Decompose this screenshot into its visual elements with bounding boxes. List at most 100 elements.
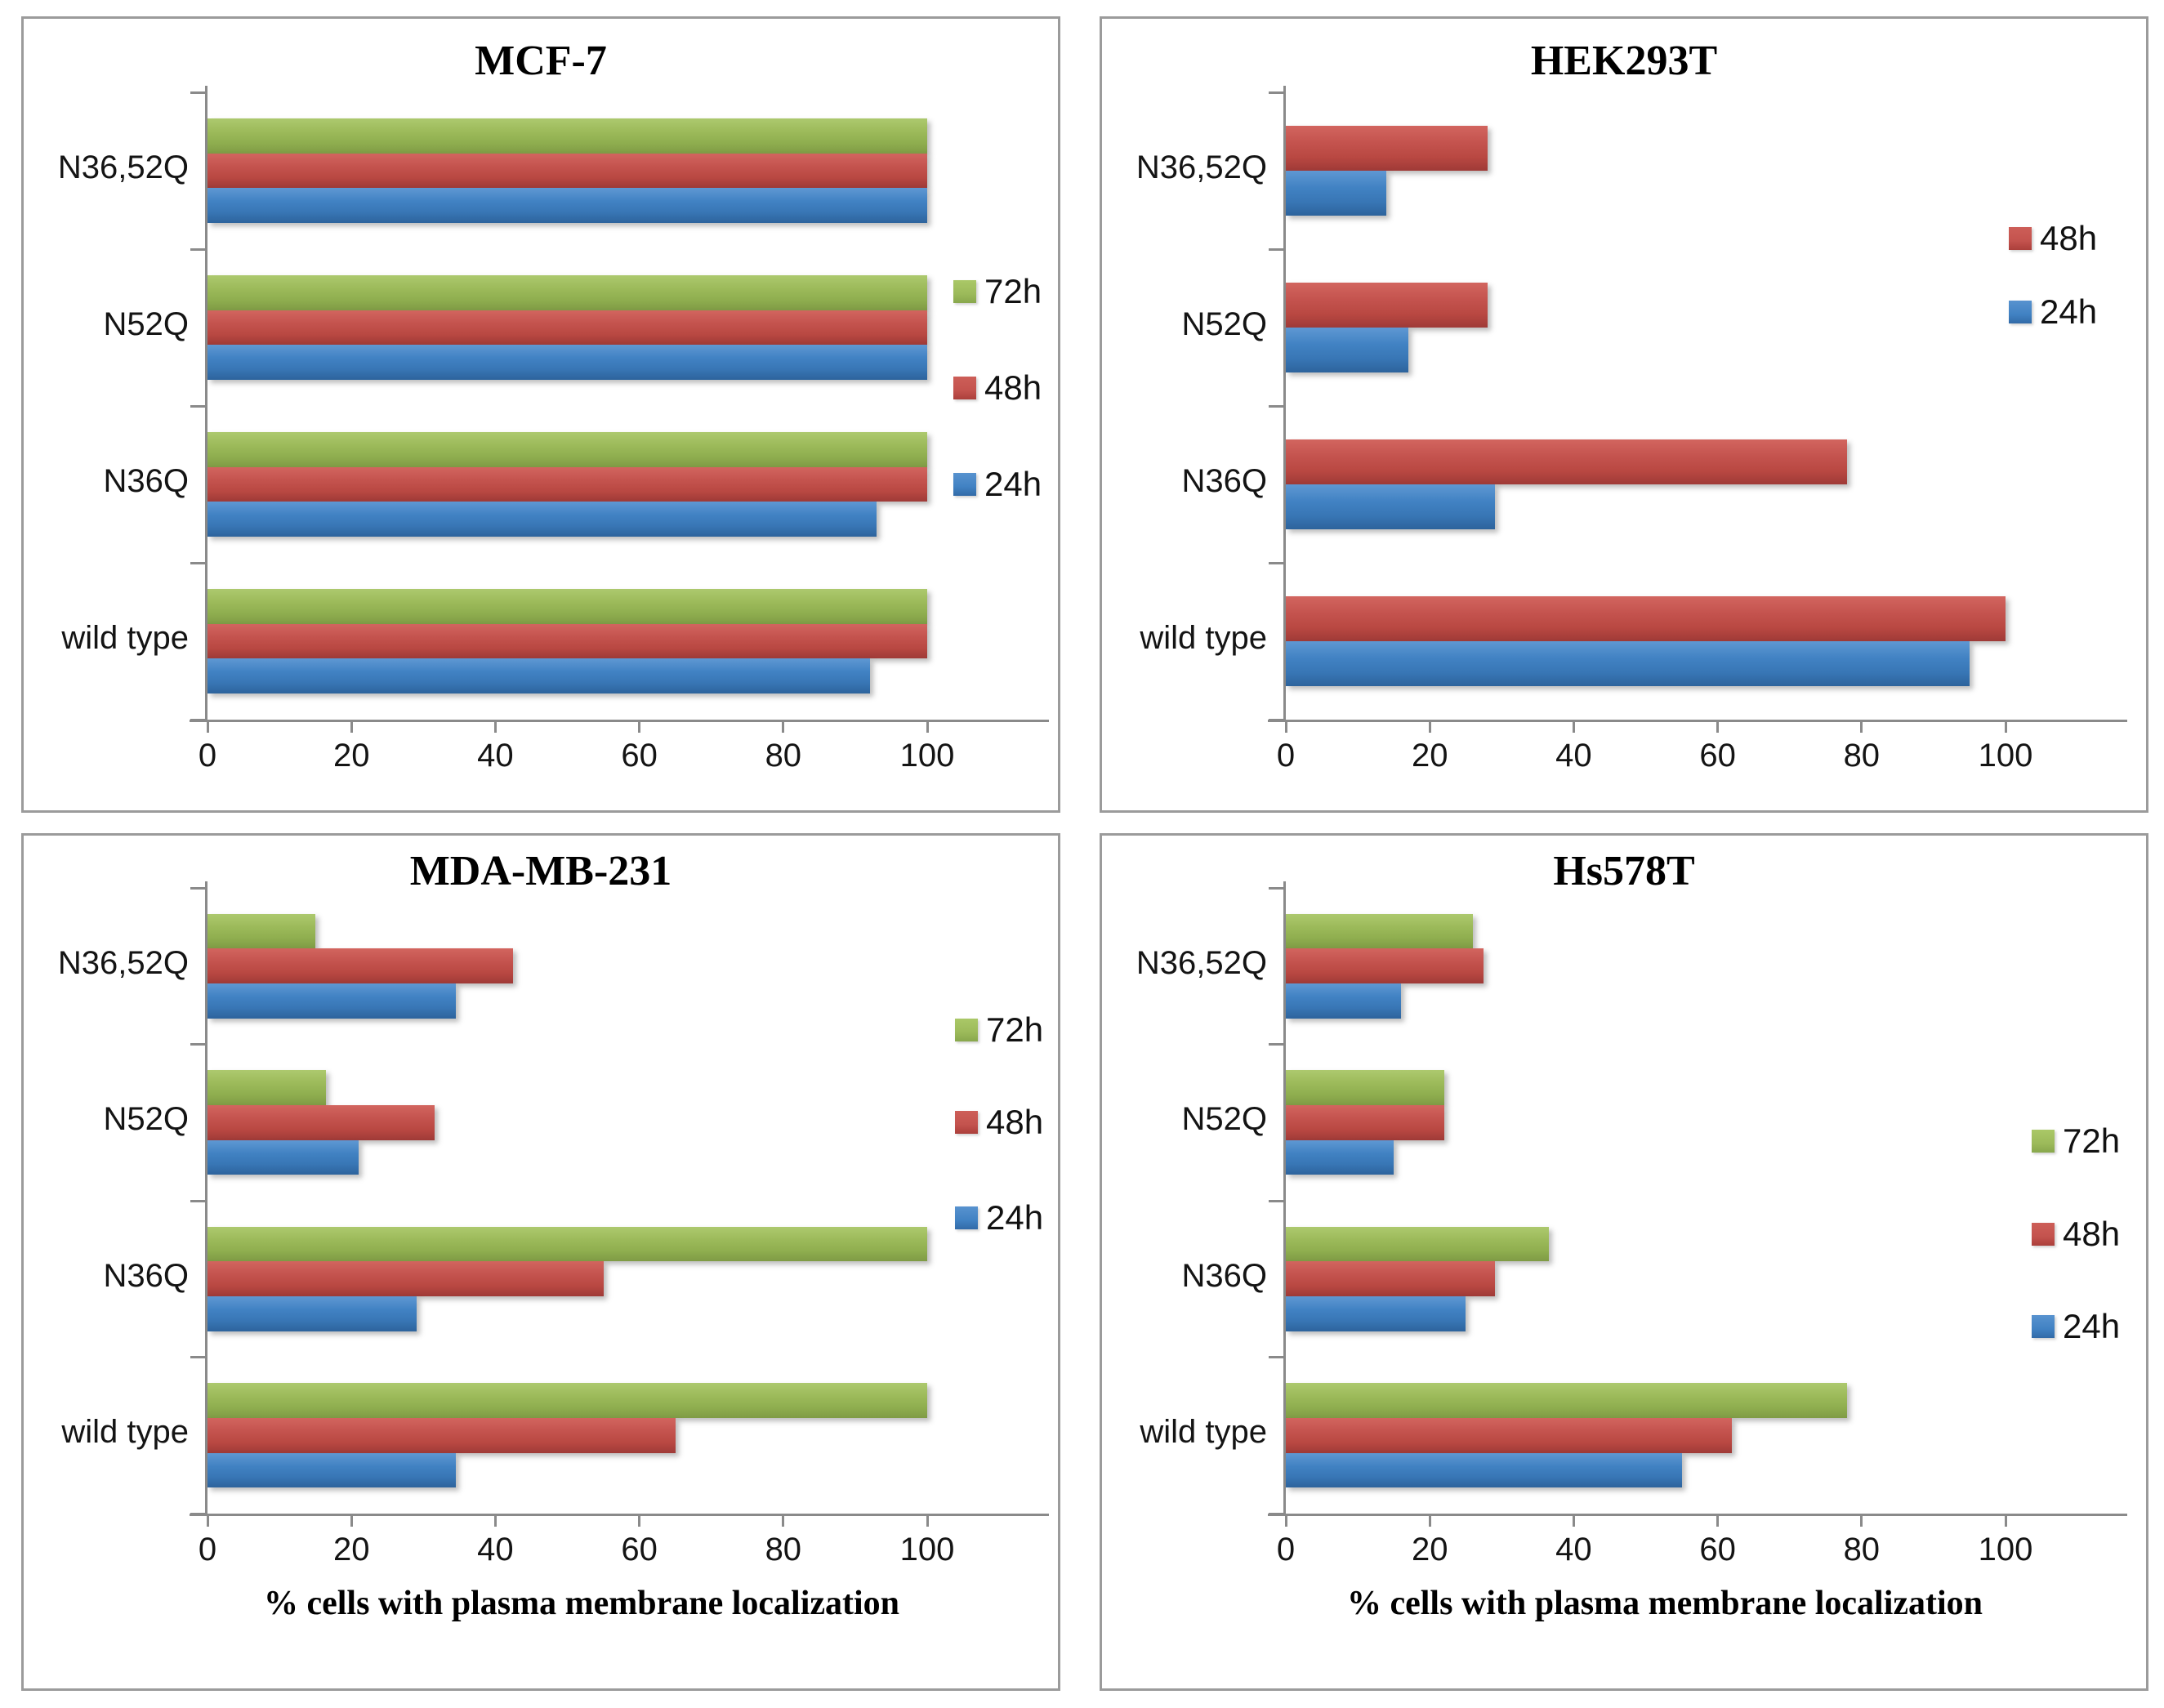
x-tick (1284, 720, 1287, 733)
bar-48h-N36,52Q (207, 153, 928, 189)
legend-swatch-24h (955, 1206, 978, 1229)
x-tick (1716, 720, 1720, 733)
x-tick-label: 0 (198, 738, 217, 774)
bar-48h-N36,52Q (1286, 948, 1484, 984)
category-label: N36,52Q (1136, 149, 1267, 185)
x-tick (493, 720, 497, 733)
bar-48h-N52Q (207, 1104, 435, 1140)
plot-area: 0 20 40 60 80 100 (1268, 86, 2127, 774)
y-axis-line (1283, 86, 1286, 721)
category-label: N52Q (103, 1101, 190, 1138)
x-tick-label: 100 (899, 1532, 955, 1568)
legend-item-48h: 48h (953, 368, 1042, 408)
bar-48h-N52Q (1286, 283, 1488, 328)
legend-item-24h: 24h (953, 465, 1042, 504)
bar-72h-N36Q (207, 1226, 928, 1262)
bar-24h-N52Q (207, 1139, 359, 1175)
y-tick (1269, 1356, 1283, 1358)
legend-label-72h: 72h (986, 1010, 1044, 1049)
x-tick (926, 1514, 929, 1527)
x-tick (1284, 1514, 1287, 1527)
legend-label-48h: 48h (984, 368, 1042, 407)
x-tick-label: 40 (477, 1532, 514, 1568)
x-tick (1572, 720, 1575, 733)
chart-title: HEK293T (1530, 38, 1718, 84)
x-axis-line (1268, 1514, 2127, 1516)
bar-24h-N36,52Q (207, 188, 928, 223)
bar-72h-N36,52Q (207, 118, 928, 154)
legend-item-48h: 48h (2032, 1215, 2120, 1254)
x-tick-label: 20 (1411, 738, 1448, 774)
chart-title: MDA-MB-231 (409, 848, 672, 894)
y-tick (190, 1512, 205, 1515)
x-axis-line (190, 1514, 1049, 1516)
legend-swatch-48h (2032, 1223, 2055, 1246)
legend-label-48h: 48h (2040, 219, 2098, 257)
legend-item-48h: 48h (2009, 219, 2097, 258)
bar-48h-wild type (1286, 596, 2006, 641)
category-label: N36,52Q (57, 944, 189, 981)
bar-48h-N52Q (1286, 1104, 1444, 1140)
x-axis-line (1268, 720, 2127, 722)
bar-48h-wild type (1286, 1417, 1733, 1453)
bar-24h-N36Q (1286, 1296, 1466, 1331)
bar-24h-N36,52Q (1286, 171, 1387, 216)
x-tick-label: 100 (1978, 738, 2033, 774)
bar-48h-N36Q (207, 466, 928, 502)
x-tick-label: 60 (621, 738, 658, 774)
y-tick (190, 718, 205, 721)
plot-area: 0 20 40 60 80 100 (1268, 881, 2127, 1568)
x-tick (2004, 1514, 2007, 1527)
bar-24h-wild type (1286, 1452, 1682, 1488)
x-tick-label: 0 (198, 1532, 217, 1568)
plot-area: 0 20 40 60 80 100 (190, 881, 1049, 1568)
x-axis-title: % cells with plasma membrane localizatio… (263, 1585, 900, 1622)
bar-24h-N36Q (1286, 484, 1495, 529)
x-tick-label: 0 (1276, 738, 1296, 774)
y-tick (190, 886, 205, 890)
y-tick (190, 1199, 205, 1202)
x-tick-label: 40 (1555, 1532, 1592, 1568)
bar-72h-N36,52Q (207, 913, 316, 949)
x-tick (782, 1514, 785, 1527)
legend-swatch-72h (2032, 1130, 2055, 1153)
legend-swatch-48h (2009, 227, 2032, 250)
x-tick (1860, 1514, 1863, 1527)
x-tick (1860, 720, 1863, 733)
legend-item-72h: 72h (955, 1010, 1043, 1050)
category-label: N36Q (1181, 463, 1268, 499)
legend-swatch-24h (2009, 301, 2032, 323)
bar-24h-wild type (207, 658, 870, 693)
x-tick (206, 720, 209, 733)
bar-24h-wild type (207, 1452, 456, 1488)
bar-72h-N36Q (207, 432, 928, 467)
legend-label-72h: 72h (984, 272, 1042, 310)
legend-label-24h: 24h (2063, 1307, 2121, 1345)
legend-item-24h: 24h (2009, 292, 2097, 332)
x-tick-label: 60 (621, 1532, 658, 1568)
panel-hs578t: Hs578T 0 20 40 60 80 100 % cells with plasma … (1100, 833, 2148, 1691)
legend-item-72h: 72h (953, 272, 1042, 311)
y-tick (1269, 91, 1283, 94)
legend-label-48h: 48h (2063, 1215, 2121, 1253)
bar-72h-N52Q (207, 275, 928, 310)
x-tick (1428, 720, 1431, 733)
bar-72h-wild type (1286, 1383, 1848, 1418)
legend-label-24h: 24h (986, 1198, 1044, 1237)
chart-title: MCF-7 (475, 38, 607, 84)
y-axis-line (205, 881, 207, 1515)
category-label: N36Q (103, 463, 190, 499)
legend-swatch-72h (953, 280, 976, 303)
x-axis-line (190, 720, 1049, 722)
x-tick-label: 80 (1843, 1532, 1881, 1568)
x-tick-label: 80 (765, 1532, 802, 1568)
bar-24h-wild type (1286, 641, 1970, 686)
bar-24h-N36Q (207, 1296, 417, 1331)
bar-24h-N36,52Q (1286, 983, 1401, 1019)
x-tick (206, 1514, 209, 1527)
x-tick (493, 1514, 497, 1527)
y-tick (190, 1043, 205, 1046)
bar-24h-N52Q (207, 345, 928, 380)
y-tick (1269, 1199, 1283, 1202)
